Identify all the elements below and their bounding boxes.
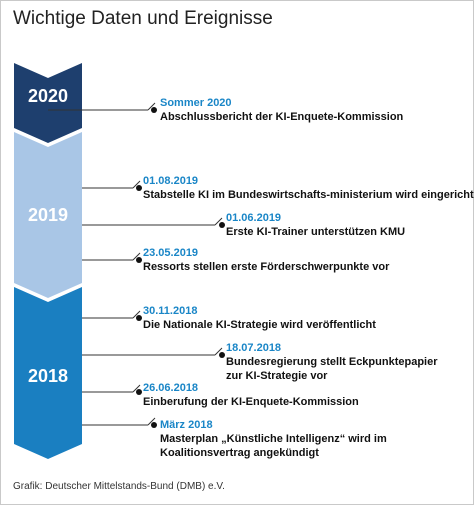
event-date: 26.06.2018 (143, 382, 199, 394)
event-dot (151, 422, 157, 428)
event-description: Die Nationale KI-Strategie wird veröffen… (143, 319, 376, 331)
connector-line (132, 384, 141, 393)
event-date: März 2018 (160, 419, 213, 431)
source-caption: Grafik: Deutscher Mittelstands-Bund (DMB… (13, 481, 225, 492)
connector-line (147, 102, 156, 111)
connector-line (132, 180, 141, 189)
event-dot (136, 389, 142, 395)
event-30-11-2018: 30.11.2018 Die Nationale KI-Strategie wi… (143, 304, 376, 332)
event-dot (151, 107, 157, 113)
event-date: 23.05.2019 (143, 247, 199, 259)
event-01-08-2019: 01.08.2019 Stabstelle KI im Bundeswirtsc… (143, 174, 474, 202)
event-23-05-2019: 23.05.2019 Ressorts stellen erste Förder… (143, 246, 389, 274)
connector-line (147, 417, 156, 426)
event-dot (136, 185, 142, 191)
event-date: 18.07.2018 (226, 342, 282, 354)
graphic-title: Wichtige Daten und Ereignisse (13, 8, 273, 29)
year-band-2019 (14, 132, 82, 298)
year-label-2019: 2019 (27, 205, 69, 225)
event-dot (219, 352, 225, 358)
event-dot (136, 257, 142, 263)
year-label-2020: 2020 (27, 86, 69, 106)
event-sommer-2020: Sommer 2020 Abschlussbericht der KI-Enqu… (160, 96, 403, 124)
connector-line (132, 310, 141, 319)
event-date: Sommer 2020 (160, 97, 232, 109)
year-label-2018: 2018 (27, 366, 69, 386)
year-band-2020 (14, 63, 82, 143)
connector-line (132, 252, 141, 261)
event-dot (136, 315, 142, 321)
event-description: Masterplan „Künstliche Intelligenz“ wird… (160, 433, 387, 445)
event-description: Erste KI-Trainer unterstützen KMU (226, 226, 406, 238)
year-band-2018 (14, 287, 82, 459)
connector-line (214, 347, 223, 356)
event-description: Einberufung der KI-Enquete-Kommission (143, 396, 359, 408)
event-dot (219, 222, 225, 228)
event-date: 30.11.2018 (143, 305, 198, 317)
connector-line (214, 217, 223, 226)
event-description: Abschlussbericht der KI-Enquete-Kommissi… (160, 111, 404, 123)
event-date: 01.08.2019 (143, 175, 199, 187)
event-description-line-2: Koalitionsvertrag angekündigt (160, 447, 319, 459)
event-maerz-2018: März 2018 Masterplan „Künstliche Intelli… (160, 418, 387, 460)
event-description: Bundesregierung stellt Eckpunktepapier (226, 356, 438, 368)
event-description-line-2: zur KI-Strategie vor (226, 370, 328, 382)
event-description: Stabstelle KI im Bundeswirtschafts-minis… (143, 189, 474, 201)
event-description: Ressorts stellen erste Förderschwerpunkt… (143, 261, 390, 273)
event-18-07-2018: 18.07.2018 Bundesregierung stellt Eckpun… (226, 341, 438, 383)
event-01-06-2019: 01.06.2019 Erste KI-Trainer unterstützen… (226, 211, 405, 239)
event-date: 01.06.2019 (226, 212, 282, 224)
event-26-06-2018: 26.06.2018 Einberufung der KI-Enquete-Ko… (143, 381, 359, 409)
